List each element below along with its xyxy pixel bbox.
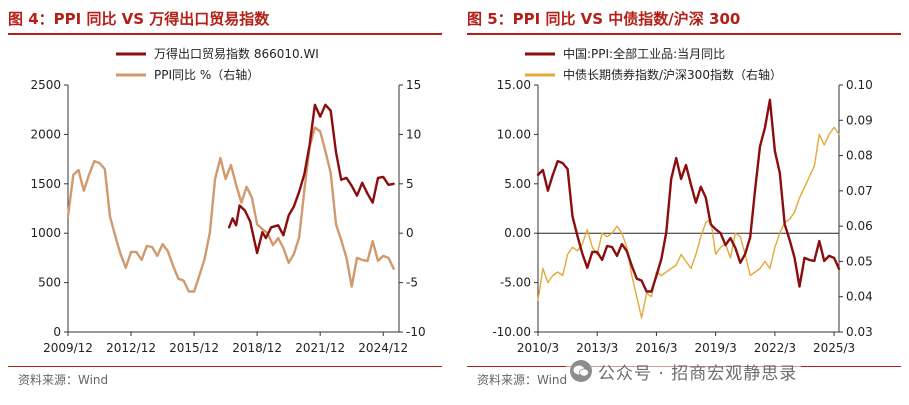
y-left-tick-label: 2500: [30, 78, 61, 92]
series-line-right-axis: [537, 126, 840, 319]
x-tick-label: 2019/3: [695, 341, 737, 355]
legend: 中国:PPI:全部工业品:当月同比 中债长期债券指数/沪深300指数（右轴）: [525, 46, 782, 82]
legend-label-bond-equity: 中债长期债券指数/沪深300指数（右轴）: [563, 67, 782, 82]
y-right-tick-label: 0.06: [846, 219, 873, 233]
title-rule: [467, 33, 901, 35]
y-right-tick-label: 0.05: [846, 254, 873, 268]
x-tick-label: 2018/12: [232, 341, 282, 355]
y-right-tick-label: 0: [406, 226, 414, 240]
x-tick-label: 2015/12: [169, 341, 219, 355]
y-left-tick-label: 0.00: [504, 226, 531, 240]
y-right-tick-label: 5: [406, 177, 414, 191]
y-right-tick-label: 0.07: [846, 184, 873, 198]
y-right-tick-label: 0.08: [846, 149, 873, 163]
chart-ppi-vs-export-index: 万得出口贸易指数 866010.WI PPI同比 %（右轴） 0 500 1000 1…: [30, 46, 425, 355]
legend-label-export-index: 万得出口贸易指数 866010.WI: [154, 46, 319, 61]
title-rule: [8, 33, 442, 35]
y-left-tick-label: 5.00: [504, 177, 531, 191]
x-tick-label: 2012/12: [106, 341, 156, 355]
series-line-left-axis: [227, 103, 395, 255]
y-right-tick-label: 0.10: [846, 78, 873, 92]
source-rule: [8, 366, 442, 368]
source-note: 资料来源：Wind: [477, 373, 568, 387]
source-note: 资料来源：Wind: [18, 373, 109, 387]
y-left-tick-label: 2000: [30, 127, 61, 141]
series-lines: [66, 103, 395, 293]
y-left-tick-label: -10.00: [492, 325, 531, 339]
y-right-tick-label: 0.03: [846, 325, 873, 339]
y-left-tick-label: 0: [53, 325, 61, 339]
wechat-icon: [570, 360, 592, 382]
wechat-watermark: 公众号 · 招商宏观静思录: [566, 356, 802, 386]
figure5-title: 图 5：PPI 同比 VS 中债指数/沪深 300: [467, 10, 741, 28]
x-tick-label: 2021/12: [295, 341, 345, 355]
y-left-tick-label: 500: [38, 276, 61, 290]
x-tick-label: 2010/3: [517, 341, 559, 355]
y-right-tick-label: 10: [406, 127, 421, 141]
axes: [534, 84, 843, 336]
legend-label-ppi: PPI同比 %（右轴）: [154, 67, 259, 82]
y-left-tick-label: -5.00: [500, 276, 531, 290]
y-right-tick-label: 15: [406, 78, 421, 92]
x-tick-label: 2025/3: [813, 341, 855, 355]
x-tick-label: 2022/3: [754, 341, 796, 355]
y-right-tick-label: -10: [406, 325, 426, 339]
figure4-title: 图 4：PPI 同比 VS 万得出口贸易指数: [8, 10, 270, 28]
legend: 万得出口贸易指数 866010.WI PPI同比 %（右轴）: [116, 46, 319, 82]
x-tick-label: 2016/3: [635, 341, 677, 355]
chart-ppi-vs-bond-equity-ratio: 中国:PPI:全部工业品:当月同比 中债长期债券指数/沪深300指数（右轴） -…: [492, 46, 872, 355]
tick-labels: -10.00 -5.00 0.00 5.00 10.00 15.00 0.03 0.04 0.0…: [492, 78, 872, 355]
series-line-right-axis: [66, 126, 395, 293]
right-panel: 图 5：PPI 同比 VS 中债指数/沪深 300 中国:PPI:全部工业品:当…: [459, 0, 909, 405]
x-tick-label: 2024/12: [358, 341, 408, 355]
legend-label-ppi: 中国:PPI:全部工业品:当月同比: [563, 46, 725, 61]
x-tick-label: 2013/3: [576, 341, 618, 355]
y-right-tick-label: 0.04: [846, 290, 873, 304]
y-left-tick-label: 15.00: [497, 78, 531, 92]
y-left-tick-label: 10.00: [497, 127, 531, 141]
tick-labels: 0 500 1000 1500 2000 2500 -10 -5 0 5 10 15 2009/12 20…: [30, 78, 425, 355]
series-line-left-axis: [536, 98, 841, 293]
y-left-tick-label: 1000: [30, 226, 61, 240]
y-right-tick-label: -5: [406, 276, 418, 290]
watermark-text: 公众号 · 招商宏观静思录: [598, 363, 798, 384]
axes: [64, 84, 403, 336]
series-lines: [536, 98, 841, 319]
y-left-tick-label: 1500: [30, 177, 61, 191]
y-right-tick-label: 0.09: [846, 113, 873, 127]
x-tick-label: 2009/12: [43, 341, 93, 355]
left-panel: 图 4：PPI 同比 VS 万得出口贸易指数 万得出口贸易指数 866010.W…: [0, 0, 450, 405]
